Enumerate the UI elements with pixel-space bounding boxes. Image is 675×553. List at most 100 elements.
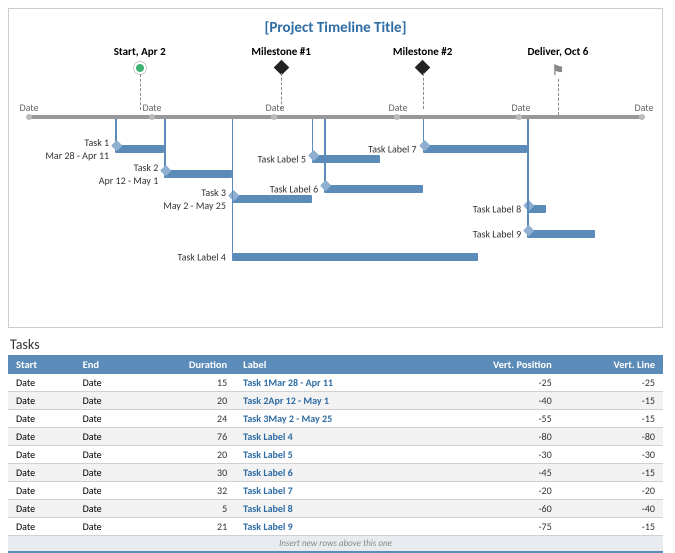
- axis-tick: [516, 114, 522, 120]
- axis-date-label: Date: [511, 101, 530, 114]
- table-cell: -15: [560, 392, 663, 410]
- task-connector: [527, 119, 529, 230]
- task-bar-label: Task Label 4: [177, 251, 225, 264]
- task-bar-label: Task Label 8: [473, 203, 521, 216]
- milestone-marker-icon: [134, 62, 146, 74]
- table-header-row: StartEndDurationLabelVert. PositionVert.…: [8, 355, 663, 374]
- table-cell: Task 3May 2 - May 25: [235, 410, 425, 428]
- task-bar-label: Task Label 9: [473, 228, 521, 241]
- table-cell: Date: [75, 374, 138, 392]
- milestone-marker-icon: ⚑: [518, 62, 598, 79]
- axis-tick: [26, 114, 32, 120]
- table-cell: -55: [425, 410, 559, 428]
- tasks-table: StartEndDurationLabelVert. PositionVert.…: [8, 355, 663, 553]
- axis-tick: [394, 114, 400, 120]
- task-bar: [312, 155, 380, 163]
- table-row[interactable]: DateDate30Task Label 6-45-15: [8, 464, 663, 482]
- table-cell: -20: [560, 482, 663, 500]
- table-cell: Date: [75, 446, 138, 464]
- table-cell: 24: [138, 410, 236, 428]
- milestone-connector: [281, 73, 282, 109]
- axis-tick: [271, 114, 277, 120]
- axis-date-label: Date: [19, 101, 38, 114]
- table-cell: 15: [138, 374, 236, 392]
- milestone-label: Start, Apr 2: [100, 45, 180, 58]
- table-cell: Task Label 7: [235, 482, 425, 500]
- table-cell: Date: [75, 392, 138, 410]
- table-cell: Date: [8, 482, 75, 500]
- task-bar-label: Task 3May 2 - May 25: [163, 186, 226, 212]
- milestone-label: Deliver, Oct 6: [518, 45, 598, 58]
- table-cell: 21: [138, 518, 236, 536]
- table-cell: -40: [560, 500, 663, 518]
- task-connector: [164, 119, 166, 170]
- table-cell: -80: [425, 428, 559, 446]
- table-cell: Date: [8, 428, 75, 446]
- table-cell: -25: [560, 374, 663, 392]
- table-row[interactable]: DateDate24Task 3May 2 - May 25-55-15: [8, 410, 663, 428]
- table-cell: 32: [138, 482, 236, 500]
- axis-tick: [149, 114, 155, 120]
- table-cell: Date: [8, 500, 75, 518]
- table-cell: Date: [75, 464, 138, 482]
- milestone-connector: [423, 73, 424, 109]
- table-row[interactable]: DateDate32Task Label 7-20-20: [8, 482, 663, 500]
- table-body: DateDate15Task 1Mar 28 - Apr 11-25-25Dat…: [8, 374, 663, 552]
- tasks-section: Tasks StartEndDurationLabelVert. Positio…: [8, 336, 667, 553]
- axis-date-label: Date: [634, 101, 653, 114]
- milestone-connector: [140, 74, 141, 110]
- table-cell: -40: [425, 392, 559, 410]
- task-connector: [324, 119, 326, 185]
- milestone-label: Milestone #2: [383, 45, 463, 58]
- task-bar: [115, 145, 164, 153]
- table-cell: Task Label 5: [235, 446, 425, 464]
- table-row[interactable]: DateDate5Task Label 8-60-40: [8, 500, 663, 518]
- axis-tick: [639, 114, 645, 120]
- task-bar-label: Task 1Mar 28 - Apr 11: [45, 136, 109, 162]
- table-cell: Date: [75, 500, 138, 518]
- table-row[interactable]: DateDate20Task Label 5-30-30: [8, 446, 663, 464]
- table-cell: -30: [425, 446, 559, 464]
- table-cell: Task Label 4: [235, 428, 425, 446]
- timeline-chart: [Project Timeline Title] DateDateDateDat…: [8, 8, 663, 328]
- table-cell: Task Label 6: [235, 464, 425, 482]
- table-cell: -15: [560, 410, 663, 428]
- table-cell: Task Label 8: [235, 500, 425, 518]
- table-row[interactable]: DateDate15Task 1Mar 28 - Apr 11-25-25: [8, 374, 663, 392]
- milestone: Start, Apr 2: [100, 45, 180, 74]
- table-cell: Date: [8, 410, 75, 428]
- table-cell: 30: [138, 464, 236, 482]
- task-bar-label: Task Label 7: [368, 143, 416, 156]
- table-cell: -45: [425, 464, 559, 482]
- task-bar-label: Task Label 6: [270, 183, 318, 196]
- table-cell: Task Label 9: [235, 518, 425, 536]
- task-bar: [232, 195, 312, 203]
- table-cell: -60: [425, 500, 559, 518]
- table-row[interactable]: DateDate21Task Label 9-75-15: [8, 518, 663, 536]
- milestone: Milestone #1: [241, 45, 321, 73]
- table-cell: Date: [8, 518, 75, 536]
- table-cell: -30: [560, 446, 663, 464]
- task-bar: [164, 170, 232, 178]
- task-bar-label: Task Label 5: [257, 153, 305, 166]
- table-row[interactable]: DateDate20Task 2Apr 12 - May 1-40-15: [8, 392, 663, 410]
- table-cell: -15: [560, 518, 663, 536]
- column-header: Start: [8, 355, 75, 374]
- milestone: Deliver, Oct 6 ⚑: [518, 45, 598, 79]
- tasks-heading: Tasks: [10, 336, 667, 353]
- table-cell: Date: [8, 392, 75, 410]
- task-bar: [423, 145, 528, 153]
- table-cell: 76: [138, 428, 236, 446]
- table-cell: -20: [425, 482, 559, 500]
- milestone-connector: [558, 79, 559, 115]
- task-bar: [324, 185, 422, 193]
- column-header: End: [75, 355, 138, 374]
- column-header: Vert. Position: [425, 355, 559, 374]
- table-cell: 20: [138, 446, 236, 464]
- timeline-axis: [29, 115, 642, 119]
- table-cell: Date: [8, 446, 75, 464]
- table-row[interactable]: DateDate76Task Label 4-80-80: [8, 428, 663, 446]
- chart-title: [Project Timeline Title]: [19, 19, 652, 37]
- task-bar: [527, 230, 595, 238]
- task-bar-label: Task 2Apr 12 - May 1: [99, 161, 159, 187]
